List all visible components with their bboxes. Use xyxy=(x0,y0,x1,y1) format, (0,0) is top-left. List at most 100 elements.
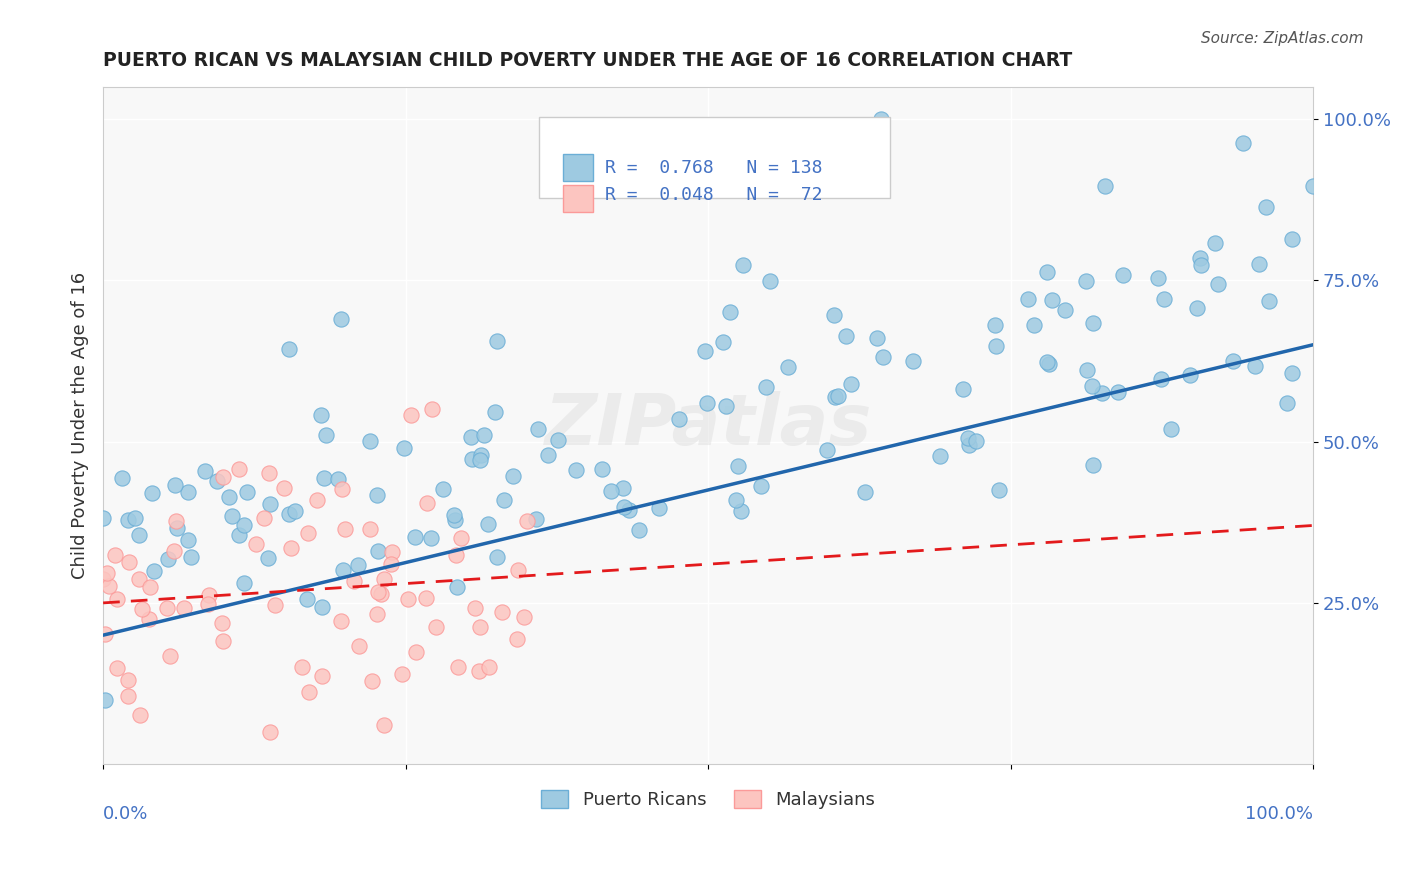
Puerto Ricans xyxy=(815,443,838,458)
Malaysians xyxy=(468,664,491,678)
Malaysians xyxy=(253,510,276,524)
Puerto Ricans xyxy=(367,544,389,558)
Malaysians xyxy=(468,620,491,634)
Malaysians xyxy=(96,566,118,580)
Puerto Ricans xyxy=(404,530,426,544)
Puerto Ricans xyxy=(984,318,1007,332)
Puerto Ricans xyxy=(1232,136,1254,150)
Puerto Ricans xyxy=(696,396,718,410)
Malaysians xyxy=(105,592,128,607)
Puerto Ricans xyxy=(232,517,254,532)
Puerto Ricans xyxy=(1091,386,1114,401)
Malaysians xyxy=(94,626,117,640)
Malaysians xyxy=(97,579,120,593)
Puerto Ricans xyxy=(180,549,202,564)
Malaysians xyxy=(444,548,467,562)
Puerto Ricans xyxy=(124,511,146,525)
Malaysians xyxy=(273,481,295,495)
Malaysians xyxy=(361,673,384,688)
Malaysians xyxy=(159,649,181,664)
Puerto Ricans xyxy=(1247,257,1270,271)
Puerto Ricans xyxy=(347,558,370,573)
Puerto Ricans xyxy=(617,502,640,516)
Malaysians xyxy=(506,563,529,577)
Malaysians xyxy=(197,597,219,611)
Malaysians xyxy=(366,607,388,622)
Puerto Ricans xyxy=(94,692,117,706)
Malaysians xyxy=(245,537,267,551)
Malaysians xyxy=(131,602,153,616)
Puerto Ricans xyxy=(176,485,198,500)
Puerto Ricans xyxy=(956,431,979,445)
Puerto Ricans xyxy=(1189,258,1212,272)
Puerto Ricans xyxy=(834,329,856,343)
Puerto Ricans xyxy=(965,434,987,449)
Malaysians xyxy=(117,673,139,688)
Malaysians xyxy=(422,402,444,417)
Malaysians xyxy=(163,544,186,558)
Puerto Ricans xyxy=(952,382,974,396)
Puerto Ricans xyxy=(1275,396,1298,410)
Malaysians xyxy=(105,661,128,675)
FancyBboxPatch shape xyxy=(538,117,890,198)
Puerto Ricans xyxy=(446,580,468,594)
Puerto Ricans xyxy=(1083,316,1105,330)
Malaysians xyxy=(380,558,402,572)
Malaysians xyxy=(264,598,287,612)
Puerto Ricans xyxy=(959,437,981,451)
Puerto Ricans xyxy=(111,471,134,485)
Malaysians xyxy=(506,632,529,647)
Puerto Ricans xyxy=(1146,270,1168,285)
Puerto Ricans xyxy=(156,552,179,566)
Puerto Ricans xyxy=(987,483,1010,497)
Puerto Ricans xyxy=(1107,384,1129,399)
Puerto Ricans xyxy=(1149,372,1171,386)
Puerto Ricans xyxy=(1074,274,1097,288)
Malaysians xyxy=(415,591,437,605)
Malaysians xyxy=(425,620,447,634)
Puerto Ricans xyxy=(477,516,499,531)
Puerto Ricans xyxy=(1112,268,1135,282)
Puerto Ricans xyxy=(330,312,353,326)
Malaysians xyxy=(104,548,127,562)
Puerto Ricans xyxy=(929,449,952,463)
Puerto Ricans xyxy=(1081,458,1104,472)
Puerto Ricans xyxy=(326,472,349,486)
Puerto Ricans xyxy=(460,430,482,444)
Puerto Ricans xyxy=(648,500,671,515)
Y-axis label: Child Poverty Under the Age of 16: Child Poverty Under the Age of 16 xyxy=(72,272,89,579)
Puerto Ricans xyxy=(315,428,337,442)
Puerto Ricans xyxy=(1094,178,1116,193)
Puerto Ricans xyxy=(218,490,240,504)
Malaysians xyxy=(297,525,319,540)
Puerto Ricans xyxy=(612,500,634,515)
Puerto Ricans xyxy=(1256,200,1278,214)
Puerto Ricans xyxy=(233,576,256,591)
Malaysians xyxy=(128,572,150,586)
Puerto Ricans xyxy=(141,486,163,500)
Puerto Ricans xyxy=(725,492,748,507)
Puerto Ricans xyxy=(284,504,307,518)
Malaysians xyxy=(370,587,392,601)
Puerto Ricans xyxy=(1040,293,1063,307)
Puerto Ricans xyxy=(1180,368,1202,382)
Puerto Ricans xyxy=(1076,363,1098,377)
Text: Source: ZipAtlas.com: Source: ZipAtlas.com xyxy=(1201,31,1364,46)
Puerto Ricans xyxy=(194,464,217,478)
Malaysians xyxy=(117,690,139,704)
Malaysians xyxy=(343,574,366,589)
Text: R =  0.048   N =  72: R = 0.048 N = 72 xyxy=(606,186,823,204)
Puerto Ricans xyxy=(984,339,1007,353)
Malaysians xyxy=(333,522,356,536)
Malaysians xyxy=(450,531,472,545)
Text: 100.0%: 100.0% xyxy=(1246,805,1313,823)
Malaysians xyxy=(165,515,187,529)
Puerto Ricans xyxy=(668,412,690,426)
Puerto Ricans xyxy=(419,531,441,545)
Malaysians xyxy=(91,573,114,587)
FancyBboxPatch shape xyxy=(562,154,593,181)
Malaysians xyxy=(446,660,468,674)
Puerto Ricans xyxy=(1081,378,1104,392)
Malaysians xyxy=(381,545,404,559)
Puerto Ricans xyxy=(1038,357,1060,371)
